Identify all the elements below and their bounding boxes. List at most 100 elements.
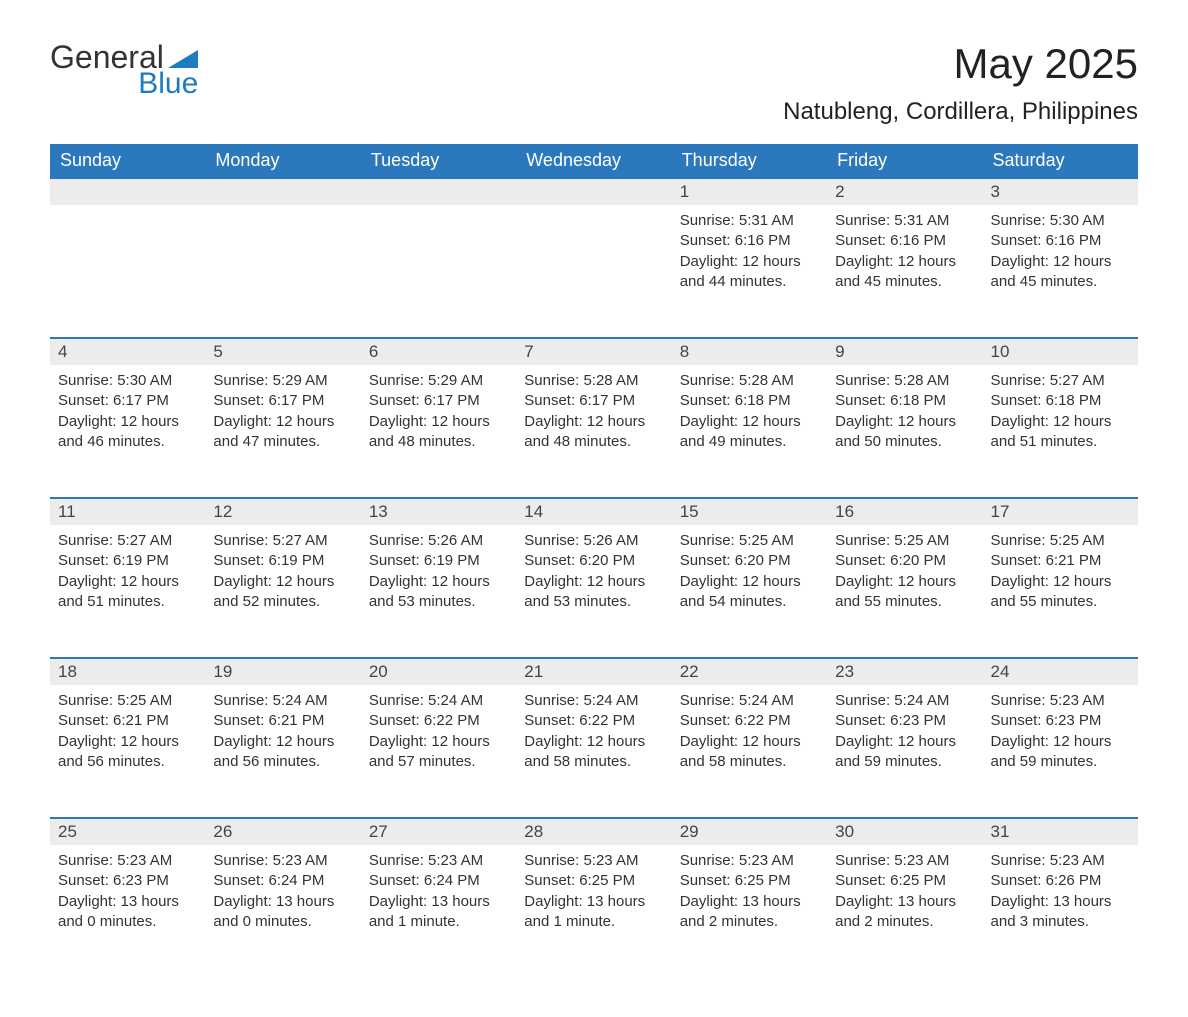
day-number: 7 xyxy=(516,337,671,365)
day-number: 3 xyxy=(983,177,1138,205)
week-daynum-row: 18192021222324 xyxy=(50,657,1138,685)
sunset-line: Sunset: 6:17 PM xyxy=(58,391,197,411)
sunrise-line: Sunrise: 5:29 AM xyxy=(369,371,508,391)
sunrise-line: Sunrise: 5:30 AM xyxy=(58,371,197,391)
day-body: Sunrise: 5:25 AMSunset: 6:21 PMDaylight:… xyxy=(983,525,1138,626)
sunset-line: Sunset: 6:18 PM xyxy=(680,391,819,411)
daylight-line: Daylight: 13 hours and 2 minutes. xyxy=(835,892,974,933)
title-block: May 2025 Natubleng, Cordillera, Philippi… xyxy=(783,40,1138,126)
sunrise-line: Sunrise: 5:28 AM xyxy=(835,371,974,391)
day-number: 30 xyxy=(827,817,982,845)
sunset-line: Sunset: 6:24 PM xyxy=(369,871,508,891)
daylight-line: Daylight: 13 hours and 3 minutes. xyxy=(991,892,1130,933)
day-body: Sunrise: 5:29 AMSunset: 6:17 PMDaylight:… xyxy=(361,365,516,466)
day-body: Sunrise: 5:30 AMSunset: 6:16 PMDaylight:… xyxy=(983,205,1138,306)
week-daynum-row: 11121314151617 xyxy=(50,497,1138,525)
sunrise-line: Sunrise: 5:23 AM xyxy=(58,851,197,871)
sunset-line: Sunset: 6:18 PM xyxy=(991,391,1130,411)
sunset-line: Sunset: 6:23 PM xyxy=(58,871,197,891)
sunrise-line: Sunrise: 5:27 AM xyxy=(213,531,352,551)
weekday-header: Friday xyxy=(827,144,982,177)
daylight-line: Daylight: 12 hours and 54 minutes. xyxy=(680,572,819,613)
sunset-line: Sunset: 6:17 PM xyxy=(369,391,508,411)
logo-triangle-icon xyxy=(168,46,198,68)
day-number: 17 xyxy=(983,497,1138,525)
day-body: Sunrise: 5:23 AMSunset: 6:23 PMDaylight:… xyxy=(983,685,1138,786)
month-title: May 2025 xyxy=(783,40,1138,88)
daylight-line: Daylight: 12 hours and 59 minutes. xyxy=(991,732,1130,773)
day-number: 27 xyxy=(361,817,516,845)
sunrise-line: Sunrise: 5:31 AM xyxy=(835,211,974,231)
day-number: 4 xyxy=(50,337,205,365)
sunrise-line: Sunrise: 5:26 AM xyxy=(524,531,663,551)
sunset-line: Sunset: 6:22 PM xyxy=(524,711,663,731)
sunrise-line: Sunrise: 5:25 AM xyxy=(680,531,819,551)
sunrise-line: Sunrise: 5:24 AM xyxy=(369,691,508,711)
daylight-line: Daylight: 12 hours and 56 minutes. xyxy=(213,732,352,773)
week-body-row: Sunrise: 5:23 AMSunset: 6:23 PMDaylight:… xyxy=(50,845,1138,977)
day-number: 6 xyxy=(361,337,516,365)
daylight-line: Daylight: 12 hours and 48 minutes. xyxy=(369,412,508,453)
sunset-line: Sunset: 6:16 PM xyxy=(680,231,819,251)
sunrise-line: Sunrise: 5:23 AM xyxy=(369,851,508,871)
sunrise-line: Sunrise: 5:23 AM xyxy=(524,851,663,871)
sunset-line: Sunset: 6:16 PM xyxy=(835,231,974,251)
day-number: 14 xyxy=(516,497,671,525)
sunset-line: Sunset: 6:16 PM xyxy=(991,231,1130,251)
daylight-line: Daylight: 12 hours and 58 minutes. xyxy=(680,732,819,773)
day-body xyxy=(50,205,205,225)
week-daynum-row: 123 xyxy=(50,177,1138,205)
week-body-row: Sunrise: 5:27 AMSunset: 6:19 PMDaylight:… xyxy=(50,525,1138,657)
sunrise-line: Sunrise: 5:27 AM xyxy=(991,371,1130,391)
sunrise-line: Sunrise: 5:28 AM xyxy=(524,371,663,391)
day-number: 28 xyxy=(516,817,671,845)
day-number: 11 xyxy=(50,497,205,525)
sunrise-line: Sunrise: 5:31 AM xyxy=(680,211,819,231)
week-daynum-row: 25262728293031 xyxy=(50,817,1138,845)
day-body: Sunrise: 5:24 AMSunset: 6:22 PMDaylight:… xyxy=(361,685,516,786)
day-number: 31 xyxy=(983,817,1138,845)
sunset-line: Sunset: 6:25 PM xyxy=(524,871,663,891)
day-body: Sunrise: 5:24 AMSunset: 6:23 PMDaylight:… xyxy=(827,685,982,786)
sunrise-line: Sunrise: 5:24 AM xyxy=(680,691,819,711)
daylight-line: Daylight: 13 hours and 1 minute. xyxy=(524,892,663,933)
daylight-line: Daylight: 12 hours and 50 minutes. xyxy=(835,412,974,453)
sunrise-line: Sunrise: 5:24 AM xyxy=(524,691,663,711)
day-body: Sunrise: 5:23 AMSunset: 6:25 PMDaylight:… xyxy=(516,845,671,946)
daylight-line: Daylight: 12 hours and 53 minutes. xyxy=(369,572,508,613)
daylight-line: Daylight: 12 hours and 59 minutes. xyxy=(835,732,974,773)
logo: General Blue xyxy=(50,40,198,99)
sunrise-line: Sunrise: 5:27 AM xyxy=(58,531,197,551)
sunrise-line: Sunrise: 5:26 AM xyxy=(369,531,508,551)
day-body: Sunrise: 5:23 AMSunset: 6:25 PMDaylight:… xyxy=(672,845,827,946)
day-number: 21 xyxy=(516,657,671,685)
day-number-empty xyxy=(205,177,360,205)
day-body: Sunrise: 5:23 AMSunset: 6:25 PMDaylight:… xyxy=(827,845,982,946)
day-body xyxy=(205,205,360,225)
sunset-line: Sunset: 6:22 PM xyxy=(369,711,508,731)
week-body-row: Sunrise: 5:31 AMSunset: 6:16 PMDaylight:… xyxy=(50,205,1138,337)
daylight-line: Daylight: 12 hours and 51 minutes. xyxy=(991,412,1130,453)
day-body: Sunrise: 5:27 AMSunset: 6:18 PMDaylight:… xyxy=(983,365,1138,466)
daylight-line: Daylight: 13 hours and 0 minutes. xyxy=(213,892,352,933)
day-body: Sunrise: 5:30 AMSunset: 6:17 PMDaylight:… xyxy=(50,365,205,466)
day-body: Sunrise: 5:23 AMSunset: 6:24 PMDaylight:… xyxy=(205,845,360,946)
sunset-line: Sunset: 6:17 PM xyxy=(213,391,352,411)
sunrise-line: Sunrise: 5:29 AM xyxy=(213,371,352,391)
day-body: Sunrise: 5:28 AMSunset: 6:18 PMDaylight:… xyxy=(672,365,827,466)
sunrise-line: Sunrise: 5:23 AM xyxy=(991,691,1130,711)
week-daynum-row: 45678910 xyxy=(50,337,1138,365)
daylight-line: Daylight: 12 hours and 45 minutes. xyxy=(991,252,1130,293)
calendar-table: SundayMondayTuesdayWednesdayThursdayFrid… xyxy=(50,144,1138,977)
day-number: 24 xyxy=(983,657,1138,685)
sunrise-line: Sunrise: 5:23 AM xyxy=(213,851,352,871)
daylight-line: Daylight: 12 hours and 52 minutes. xyxy=(213,572,352,613)
sunset-line: Sunset: 6:23 PM xyxy=(991,711,1130,731)
sunrise-line: Sunrise: 5:23 AM xyxy=(991,851,1130,871)
weekday-header: Wednesday xyxy=(516,144,671,177)
sunset-line: Sunset: 6:19 PM xyxy=(213,551,352,571)
sunset-line: Sunset: 6:20 PM xyxy=(680,551,819,571)
day-number: 16 xyxy=(827,497,982,525)
daylight-line: Daylight: 13 hours and 2 minutes. xyxy=(680,892,819,933)
daylight-line: Daylight: 12 hours and 55 minutes. xyxy=(991,572,1130,613)
